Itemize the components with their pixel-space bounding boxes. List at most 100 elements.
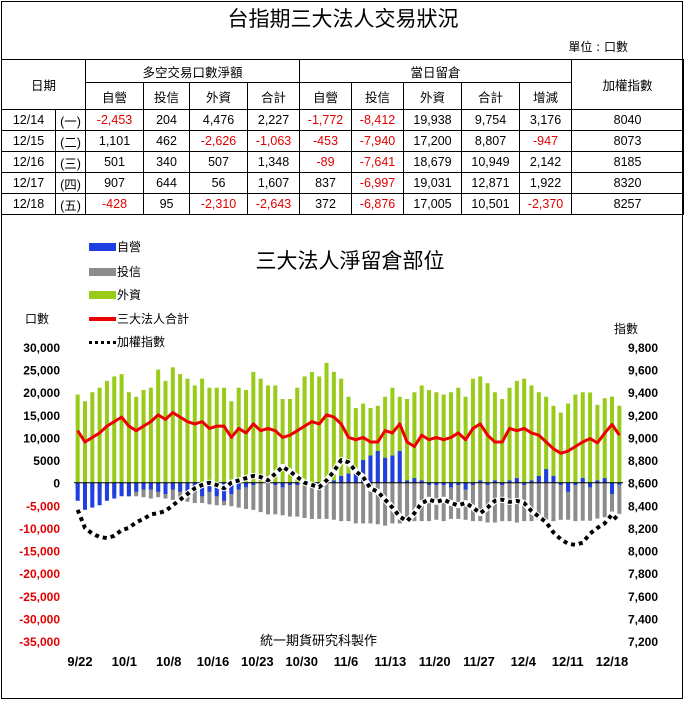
bar-dealer — [273, 482, 278, 485]
bar-dealer — [331, 480, 336, 483]
legend-swatch — [89, 341, 116, 344]
right-tick-label: 8,400 — [628, 499, 658, 513]
unit-note: 單位 : 口數 — [568, 40, 628, 54]
bar-dealer — [214, 482, 219, 497]
cell-value: 56 — [189, 172, 249, 194]
col-header: 合計 — [247, 82, 301, 110]
cell-value: -2,643 — [247, 193, 301, 215]
bar-foreign — [119, 374, 124, 483]
bar-trust — [317, 482, 322, 519]
legend-label: 投信 — [117, 265, 142, 279]
bar-foreign — [383, 396, 388, 483]
bar-foreign — [617, 405, 622, 483]
right-tick-label: 8,200 — [628, 522, 658, 536]
cell-day: (一) — [54, 109, 87, 131]
bar-dealer — [507, 480, 512, 483]
bar-foreign — [229, 401, 234, 483]
bar-dealer — [419, 480, 424, 483]
col-header: 增減 — [519, 82, 573, 110]
bar-foreign — [126, 392, 131, 483]
right-tick-label: 9,000 — [628, 431, 658, 445]
bar-dealer — [112, 482, 117, 499]
bar-trust — [229, 482, 234, 507]
bar-foreign — [478, 376, 483, 483]
legend-label: 自營 — [117, 240, 142, 254]
bar-foreign — [236, 387, 241, 483]
bar-dealer — [295, 482, 300, 485]
bar-trust — [383, 482, 388, 526]
left-tick-label: 5000 — [33, 454, 60, 468]
cell-value: -6,876 — [351, 193, 405, 215]
bar-trust — [551, 482, 556, 522]
table-row: 12/16 (三) 501 340 507 1,348 -89 -7,641 18,679 10,… — [1, 151, 685, 173]
legend-swatch — [89, 243, 116, 251]
bar-foreign — [273, 385, 278, 483]
bar-foreign — [134, 396, 139, 483]
bar-trust — [573, 482, 578, 522]
cell-value: 10,949 — [461, 151, 521, 173]
bar-foreign — [214, 387, 219, 483]
bar-trust — [566, 482, 571, 520]
bar-trust — [148, 482, 153, 499]
bar-foreign — [185, 378, 190, 483]
bar-dealer — [126, 482, 131, 497]
bar-dealer — [170, 482, 175, 490]
x-tick-label: 11/27 — [463, 654, 495, 669]
cell-value: 1,607 — [247, 172, 301, 194]
bar-dealer — [200, 482, 205, 497]
cell-value: -1,063 — [247, 130, 301, 152]
table-row: 12/14 (一) -2,453 204 4,476 2,227 -1,772 -8,412 1… — [1, 109, 685, 131]
bar-foreign — [558, 412, 563, 483]
bar-dealer — [522, 482, 527, 485]
bar-foreign — [566, 403, 571, 483]
bar-foreign — [302, 376, 307, 483]
bar-dealer — [361, 460, 366, 483]
x-tick-label: 11/13 — [374, 654, 406, 669]
bar-foreign — [580, 392, 585, 483]
bar-foreign — [207, 387, 212, 483]
bar-foreign — [265, 385, 270, 483]
col-header: 外資 — [189, 82, 249, 110]
right-tick-label: 9,200 — [628, 409, 658, 423]
bar-foreign — [280, 399, 285, 483]
bar-trust — [485, 482, 490, 523]
right-tick-label: 7,200 — [628, 635, 658, 649]
cell-value: 8257 — [571, 193, 685, 215]
cell-value: 372 — [299, 193, 353, 215]
bar-dealer — [573, 482, 578, 485]
bar-dealer — [251, 482, 256, 485]
bar-dealer — [82, 482, 87, 510]
bar-foreign — [148, 387, 153, 483]
bar-foreign — [492, 392, 497, 483]
bar-trust — [309, 482, 314, 519]
bar-trust — [588, 482, 593, 521]
bar-foreign — [170, 367, 175, 483]
bar-foreign — [361, 403, 366, 483]
cell-value: 644 — [143, 172, 191, 194]
right-tick-label: 9,600 — [628, 364, 658, 378]
left-axis-unit: 口數 — [25, 312, 50, 326]
x-tick-label: 10/16 — [197, 654, 230, 669]
left-tick-label: -30,000 — [19, 612, 60, 626]
bar-trust — [544, 482, 549, 522]
bar-foreign — [192, 385, 197, 483]
bar-foreign — [522, 378, 527, 483]
bar-dealer — [602, 478, 607, 483]
bar-dealer — [390, 455, 395, 483]
futures-table: 日期 多空交易口數淨額 當日留倉 加權指數 自營 投信 外資 合計 自營 投信 … — [0, 59, 685, 215]
cell-value: -2,370 — [519, 193, 573, 215]
bar-foreign — [390, 387, 395, 483]
header-date: 日期 — [0, 59, 87, 110]
x-tick-label: 12/11 — [552, 654, 584, 669]
bar-trust — [244, 482, 249, 509]
bar-trust — [324, 482, 329, 519]
cell-value: 19,938 — [403, 109, 463, 131]
bar-trust — [302, 482, 307, 518]
bar-dealer — [588, 482, 593, 488]
bar-trust — [558, 482, 563, 520]
bar-dealer — [485, 482, 490, 485]
legend-swatch — [89, 291, 116, 299]
bar-foreign — [309, 371, 314, 483]
